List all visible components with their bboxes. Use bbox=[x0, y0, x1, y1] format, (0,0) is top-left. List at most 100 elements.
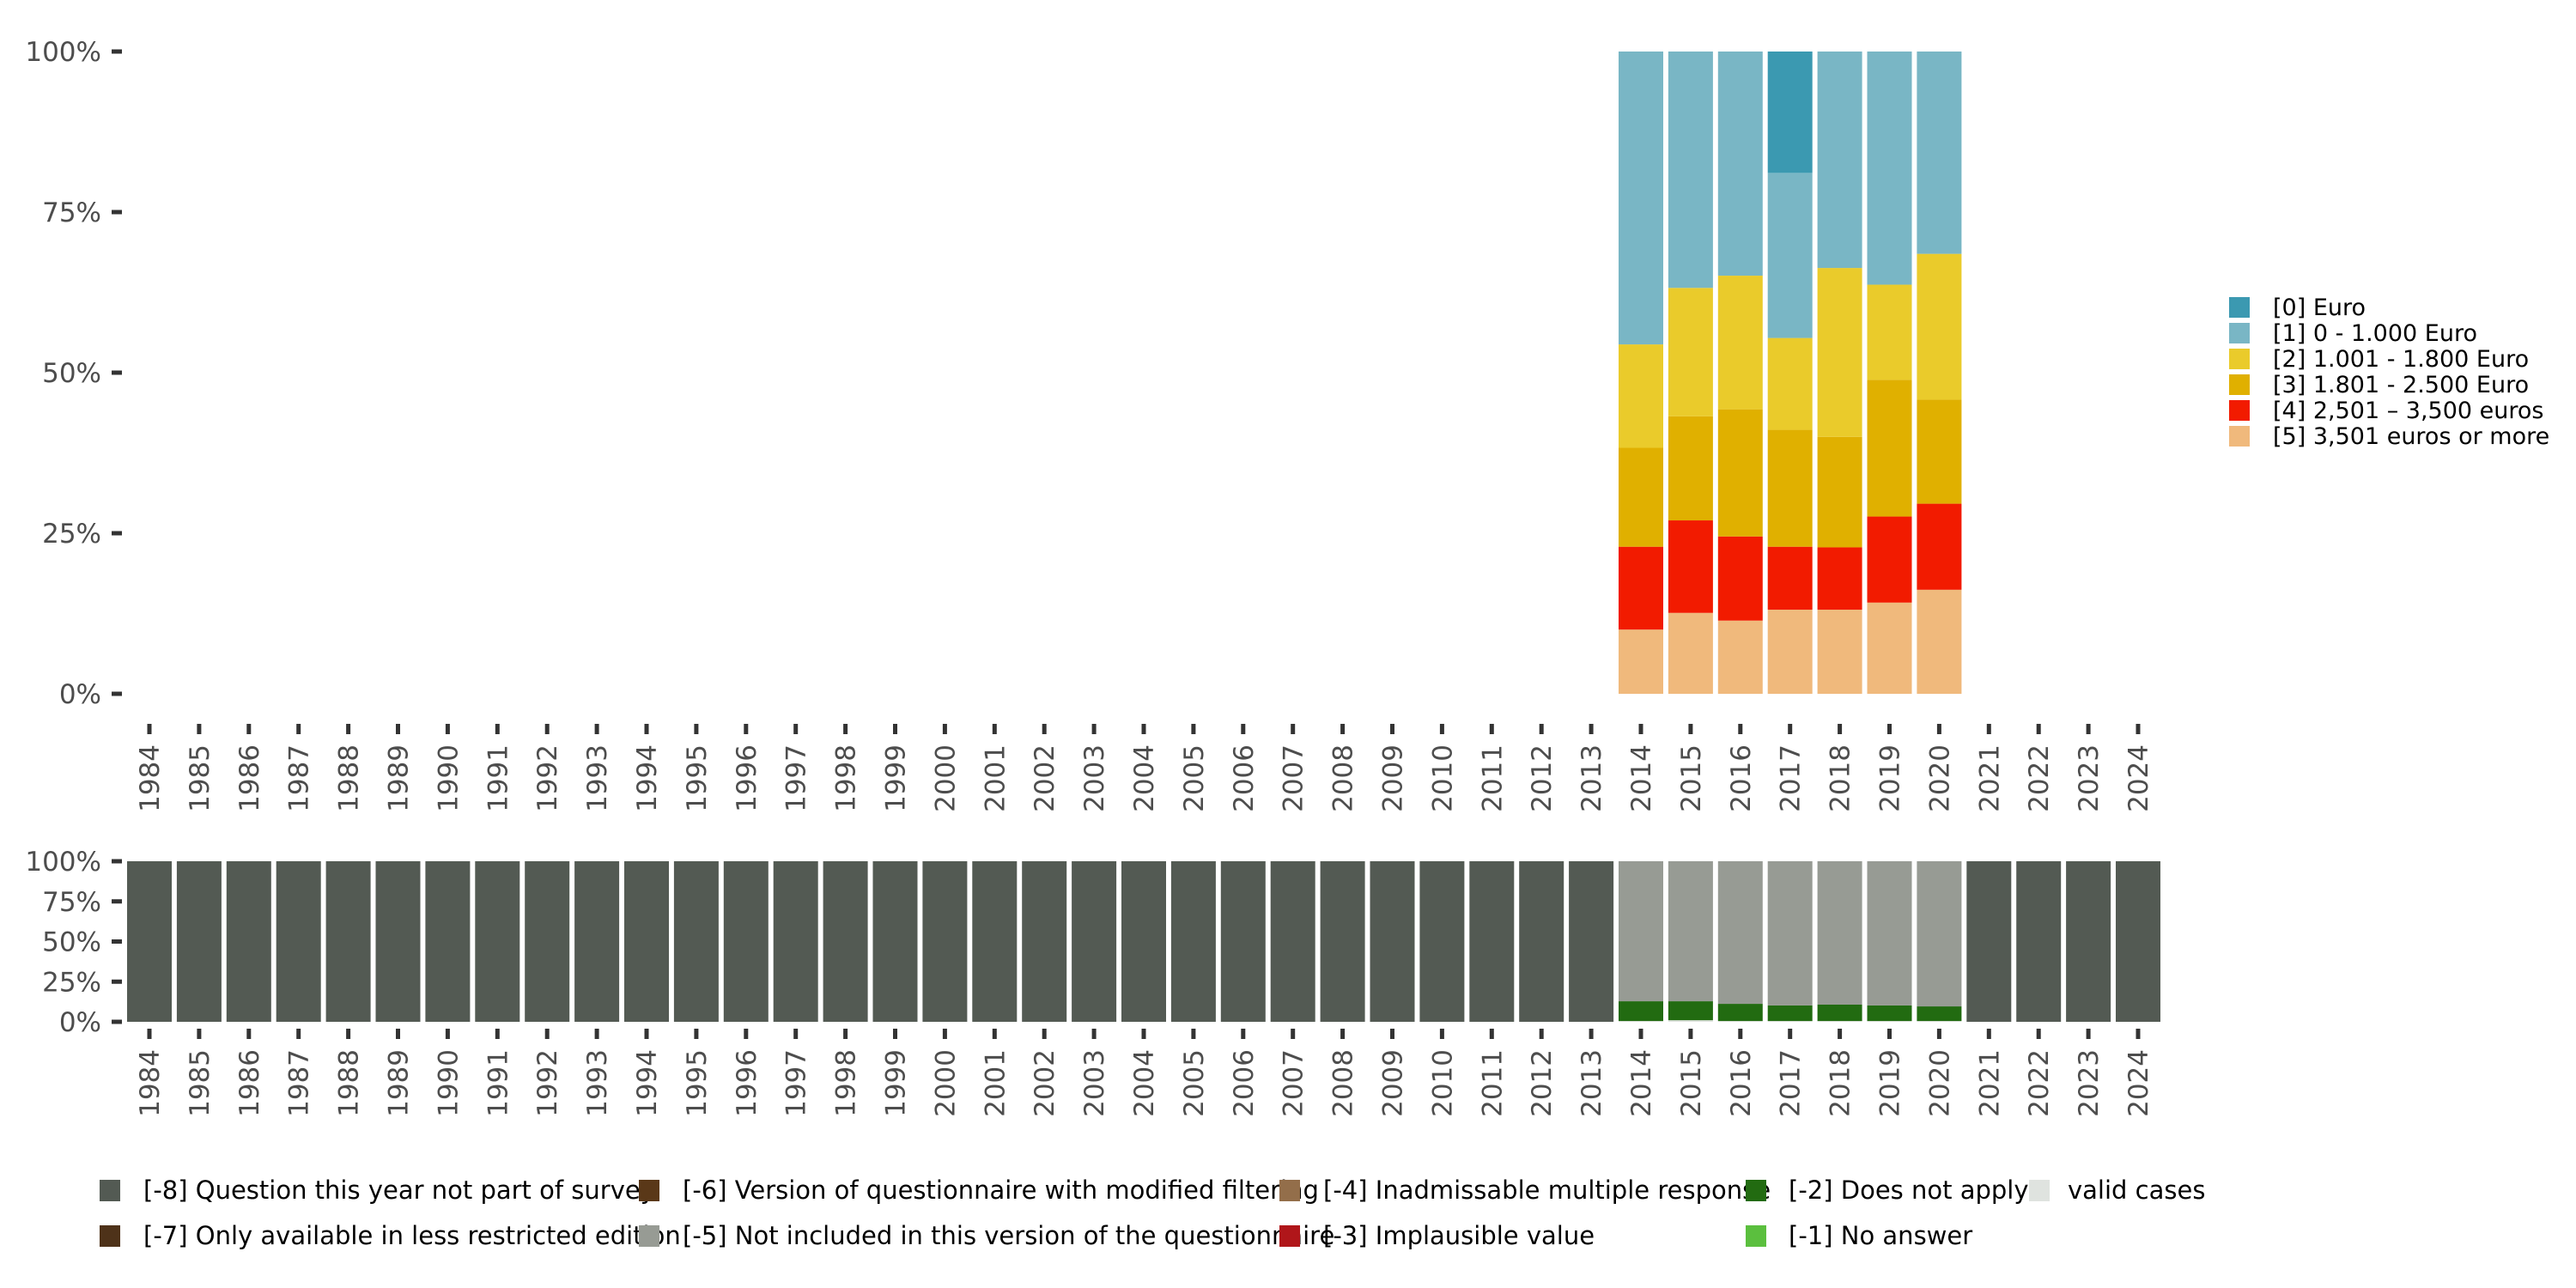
x-tick-label: 2020 bbox=[1924, 1049, 1955, 1117]
bar-segment-2017-5 bbox=[1767, 52, 1813, 173]
x-tick-label: 1994 bbox=[632, 744, 663, 812]
bar-segment-2020-1 bbox=[1917, 1006, 1962, 1022]
bar-segment-2016-2 bbox=[1717, 409, 1763, 537]
y-tick-label: 75% bbox=[42, 197, 101, 228]
x-tick-label: 1990 bbox=[433, 744, 464, 812]
bar-segment-1996-3 bbox=[723, 861, 769, 1022]
legend-label: [-3] Implausible value bbox=[1323, 1221, 1595, 1250]
x-tick-label: 1984 bbox=[135, 744, 166, 812]
x-tick-label: 2010 bbox=[1427, 744, 1458, 812]
bar-segment-2016-1 bbox=[1717, 1004, 1763, 1022]
bar-segment-2015-0 bbox=[1668, 1020, 1713, 1022]
x-tick-label: 1987 bbox=[284, 744, 315, 812]
x-tick-label: 1992 bbox=[532, 1049, 563, 1117]
bar-segment-2011-3 bbox=[1469, 861, 1515, 1022]
legend-label: [1] 0 - 1.000 Euro bbox=[2273, 320, 2477, 347]
x-tick-label: 2014 bbox=[1626, 744, 1657, 812]
x-tick-label: 1996 bbox=[732, 744, 762, 812]
bar-segment-2020-2 bbox=[1917, 399, 1962, 504]
bar-segment-2018-4 bbox=[1817, 52, 1862, 269]
bar-segment-2020-0 bbox=[1917, 589, 1962, 694]
x-tick-label: 2015 bbox=[1676, 744, 1707, 812]
x-tick-label: 2001 bbox=[980, 1049, 1011, 1117]
bar-segment-1985-3 bbox=[176, 861, 222, 1022]
bar-segment-2020-1 bbox=[1917, 503, 1962, 590]
bar-segment-2017-3 bbox=[1767, 337, 1813, 430]
bar-segment-2018-2 bbox=[1817, 436, 1862, 548]
bar-segment-2020-2 bbox=[1917, 861, 1962, 1007]
bar-segment-2015-1 bbox=[1668, 1001, 1713, 1021]
bar-segment-2017-2 bbox=[1767, 429, 1813, 547]
x-tick-label: 2007 bbox=[1279, 1049, 1309, 1117]
bar-segment-1989-3 bbox=[375, 861, 421, 1022]
bar-segment-2019-0 bbox=[1867, 602, 1912, 694]
x-tick-label: 2012 bbox=[1527, 1049, 1558, 1117]
y-tick-label: 25% bbox=[42, 519, 101, 550]
x-tick-label: 1992 bbox=[532, 744, 563, 812]
y-tick-label: 25% bbox=[42, 967, 101, 998]
bar-segment-2015-4 bbox=[1668, 52, 1713, 289]
bar-segment-2014-0 bbox=[1619, 1021, 1663, 1022]
legend-swatch bbox=[2029, 1180, 2050, 1201]
bar-segment-2014-2 bbox=[1619, 447, 1663, 547]
bar-segment-1992-3 bbox=[525, 861, 570, 1022]
bar-segment-2013-3 bbox=[1569, 861, 1614, 1022]
x-tick-label: 2018 bbox=[1826, 1049, 1856, 1117]
x-tick-label: 2014 bbox=[1626, 1049, 1657, 1117]
x-tick-label: 1993 bbox=[582, 1049, 613, 1117]
legend-label: valid cases bbox=[2068, 1176, 2205, 1205]
bar-segment-2015-2 bbox=[1668, 416, 1713, 521]
x-tick-label: 2022 bbox=[2024, 1049, 2055, 1117]
x-tick-label: 1995 bbox=[682, 1049, 713, 1117]
legend-swatch bbox=[2229, 297, 2250, 318]
legend-swatch bbox=[2229, 400, 2250, 421]
bar-segment-2014-4 bbox=[1619, 52, 1663, 345]
bar-segment-1986-3 bbox=[226, 861, 271, 1022]
x-tick-label: 1984 bbox=[135, 1049, 166, 1117]
legend-swatch bbox=[639, 1180, 659, 1201]
legend-label: [-1] No answer bbox=[1789, 1221, 1972, 1250]
x-tick-label: 1988 bbox=[334, 744, 365, 812]
x-tick-label: 2017 bbox=[1776, 1049, 1807, 1117]
x-tick-label: 1993 bbox=[582, 744, 613, 812]
y-tick-label: 75% bbox=[42, 887, 101, 918]
bar-segment-1999-3 bbox=[872, 861, 918, 1022]
x-tick-label: 2020 bbox=[1924, 744, 1955, 812]
x-tick-label: 2003 bbox=[1079, 1049, 1110, 1117]
top-y-axis: 0% 25% 50% 75% 100% bbox=[25, 37, 122, 710]
bar-segment-2020-0 bbox=[1917, 1021, 1962, 1022]
legend-swatch bbox=[2229, 426, 2250, 447]
bar-segment-2008-3 bbox=[1320, 861, 1365, 1022]
x-tick-label: 2004 bbox=[1129, 744, 1160, 812]
x-tick-label: 1991 bbox=[483, 744, 513, 812]
bar-segment-2019-2 bbox=[1867, 861, 1912, 1005]
bar-segment-2016-0 bbox=[1717, 620, 1763, 694]
bottom-bars bbox=[127, 861, 2160, 1022]
bar-segment-2002-3 bbox=[1022, 861, 1067, 1022]
top-legend: [0] Euro[1] 0 - 1.000 Euro[2] 1.001 - 1.… bbox=[2229, 295, 2549, 450]
bar-segment-2021-3 bbox=[1966, 861, 2012, 1022]
x-tick-label: 2016 bbox=[1726, 744, 1757, 812]
x-tick-label: 1990 bbox=[433, 1049, 464, 1117]
x-tick-label: 1985 bbox=[185, 744, 216, 812]
bar-segment-2016-3 bbox=[1717, 276, 1763, 410]
x-tick-label: 1996 bbox=[732, 1049, 762, 1117]
legend-swatch bbox=[2229, 349, 2250, 369]
x-tick-label: 2009 bbox=[1378, 1049, 1409, 1117]
x-tick-label: 2000 bbox=[930, 1049, 961, 1117]
x-tick-label: 2015 bbox=[1676, 1049, 1707, 1117]
bar-segment-2014-0 bbox=[1619, 629, 1663, 694]
bar-segment-2022-3 bbox=[2016, 861, 2062, 1022]
y-tick-label: 100% bbox=[25, 847, 101, 878]
top-x-axis: 1984 1985 1986 1987 1988 1989 1990 1991 1992 1993… bbox=[135, 724, 2154, 812]
bar-segment-2019-1 bbox=[1867, 516, 1912, 603]
bar-segment-1995-3 bbox=[673, 861, 719, 1022]
bar-segment-2014-1 bbox=[1619, 546, 1663, 630]
bar-segment-2020-4 bbox=[1917, 52, 1962, 254]
x-tick-label: 2002 bbox=[1030, 744, 1060, 812]
bar-segment-2020-3 bbox=[1917, 253, 1962, 400]
bar-segment-2017-0 bbox=[1767, 1021, 1813, 1022]
bar-segment-2015-1 bbox=[1668, 520, 1713, 613]
x-tick-label: 2010 bbox=[1427, 1049, 1458, 1117]
